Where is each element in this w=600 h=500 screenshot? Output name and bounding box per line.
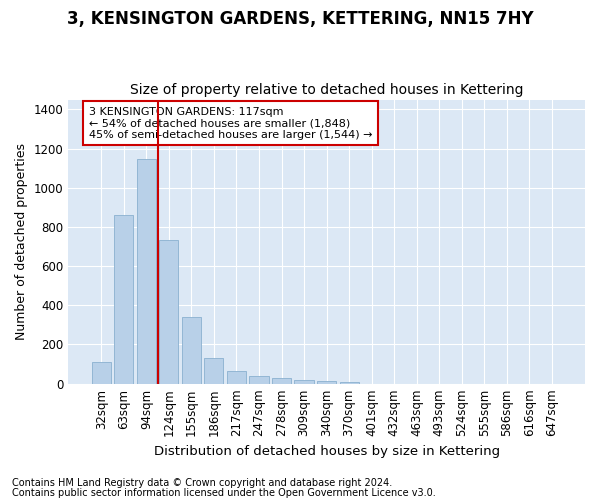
- Bar: [295, 380, 314, 384]
- Bar: [317, 380, 336, 384]
- Bar: [340, 382, 359, 384]
- X-axis label: Distribution of detached houses by size in Kettering: Distribution of detached houses by size …: [154, 444, 500, 458]
- Title: Size of property relative to detached houses in Kettering: Size of property relative to detached ho…: [130, 83, 523, 97]
- Bar: [272, 378, 291, 384]
- Y-axis label: Number of detached properties: Number of detached properties: [15, 143, 28, 340]
- Bar: [182, 317, 201, 384]
- Text: 3, KENSINGTON GARDENS, KETTERING, NN15 7HY: 3, KENSINGTON GARDENS, KETTERING, NN15 7…: [67, 10, 533, 28]
- Text: Contains public sector information licensed under the Open Government Licence v3: Contains public sector information licen…: [12, 488, 436, 498]
- Text: 3 KENSINGTON GARDENS: 117sqm
← 54% of detached houses are smaller (1,848)
45% of: 3 KENSINGTON GARDENS: 117sqm ← 54% of de…: [89, 106, 373, 140]
- Bar: [159, 240, 178, 384]
- Bar: [250, 376, 269, 384]
- Bar: [227, 371, 246, 384]
- Text: Contains HM Land Registry data © Crown copyright and database right 2024.: Contains HM Land Registry data © Crown c…: [12, 478, 392, 488]
- Bar: [92, 362, 111, 384]
- Bar: [137, 160, 156, 384]
- Bar: [114, 215, 133, 384]
- Bar: [205, 358, 223, 384]
